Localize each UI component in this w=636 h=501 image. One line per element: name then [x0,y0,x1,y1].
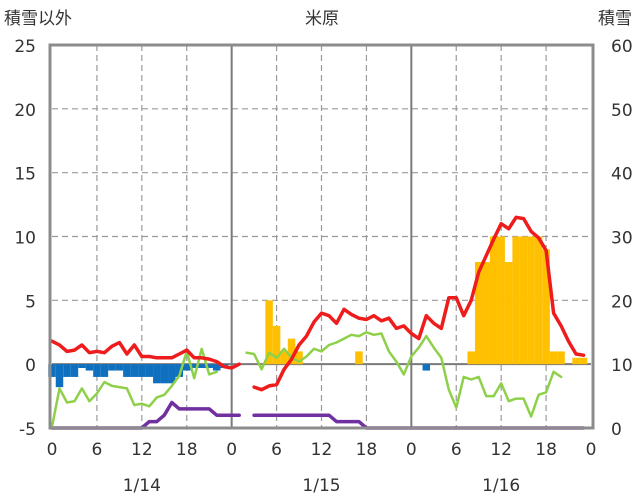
blue-bar [48,364,56,377]
orange-bar [572,357,580,365]
right-tick-label: 20 [611,292,633,312]
orange-bar [504,262,513,365]
left-axis-title: 積雪以外 [4,9,72,29]
orange-bar [295,351,303,365]
blue-bar [70,364,79,377]
orange-bar [527,236,535,365]
x-tick-label: 18 [535,440,557,460]
orange-bar [467,351,475,365]
x-tick-label: 12 [490,440,512,460]
blue-bar [183,364,191,371]
blue-bar [85,364,94,371]
x-tick-label: 0 [406,440,417,460]
blue-bar [123,364,131,377]
orange-bar [579,357,588,365]
right-tick-label: 60 [611,37,633,57]
orange-bar [534,236,543,365]
left-tick-label: 25 [14,37,36,57]
orange-bar [265,300,273,365]
orange-bar [497,236,505,365]
orange-bar [519,236,528,365]
right-tick-label: 30 [611,229,633,249]
blue-bar [160,364,169,384]
blue-bar [100,364,109,377]
left-tick-label: 5 [25,292,36,312]
x-tick-label: 18 [356,440,378,460]
blue-bar [138,364,146,377]
left-tick-label: 15 [14,165,36,185]
left-tick-label: 20 [14,101,36,121]
blue-bar [78,364,86,368]
left-tick-label: -5 [19,420,36,440]
blue-bar [197,364,206,368]
orange-bar [557,351,565,365]
x-tick-label: 0 [226,440,237,460]
right-axis-title: 積雪 [598,9,632,29]
blue-bar [145,364,154,377]
date-labels: 1/14 1/15 1/16 [123,476,521,496]
x-axis-ticks: 0 6 12 18 0 6 12 18 0 6 12 18 0 [47,440,597,460]
blue-bar [153,364,161,384]
x-tick-label: 6 [271,440,282,460]
chart-title: 米原 [305,9,339,29]
orange-bar [512,236,520,365]
right-tick-label: 50 [611,101,633,121]
date-label: 1/16 [482,476,520,496]
red-series-line [50,339,241,370]
blue-bar [212,364,221,371]
blue-bar [175,364,184,377]
orange-bar [482,262,490,365]
purple-series-line [252,413,586,430]
orange-bar [355,351,363,365]
orange-bar [287,338,296,365]
blue-bar [55,364,64,388]
left-tick-label: 0 [25,356,36,376]
orange-bar [272,325,281,365]
blue-bar [422,364,431,371]
x-tick-label: 12 [131,440,153,460]
x-tick-label: 6 [92,440,103,460]
blue-bar [108,364,116,371]
x-tick-label: 0 [47,440,58,460]
orange-bar [549,351,558,365]
blue-bar [190,364,198,368]
date-label: 1/14 [123,476,161,496]
right-tick-label: 40 [611,165,633,185]
blue-bar [93,364,101,377]
orange-bar [542,249,550,365]
x-tick-label: 6 [451,440,462,460]
blue-bar [115,364,124,371]
green-series-line [245,331,563,418]
x-tick-label: 0 [586,440,597,460]
left-axis-ticks: 25 20 15 10 5 0 -5 [14,37,36,440]
bar-series [48,236,588,388]
green-series-line [50,347,218,428]
date-label: 1/15 [302,476,340,496]
blue-bar [63,364,71,377]
left-tick-label: 10 [14,229,36,249]
plot-frame [48,43,595,430]
orange-bar [280,351,288,365]
right-tick-label: 0 [611,420,622,440]
blue-bar [130,364,139,377]
orange-bar [474,262,483,365]
orange-bar [489,236,498,365]
right-tick-label: 10 [611,356,633,376]
red-series-line [252,215,586,392]
x-tick-label: 18 [176,440,198,460]
blue-bar [205,364,213,368]
x-tick-label: 12 [311,440,333,460]
blue-bar [168,364,176,384]
right-axis-ticks: 60 50 40 30 20 10 0 [611,37,633,440]
